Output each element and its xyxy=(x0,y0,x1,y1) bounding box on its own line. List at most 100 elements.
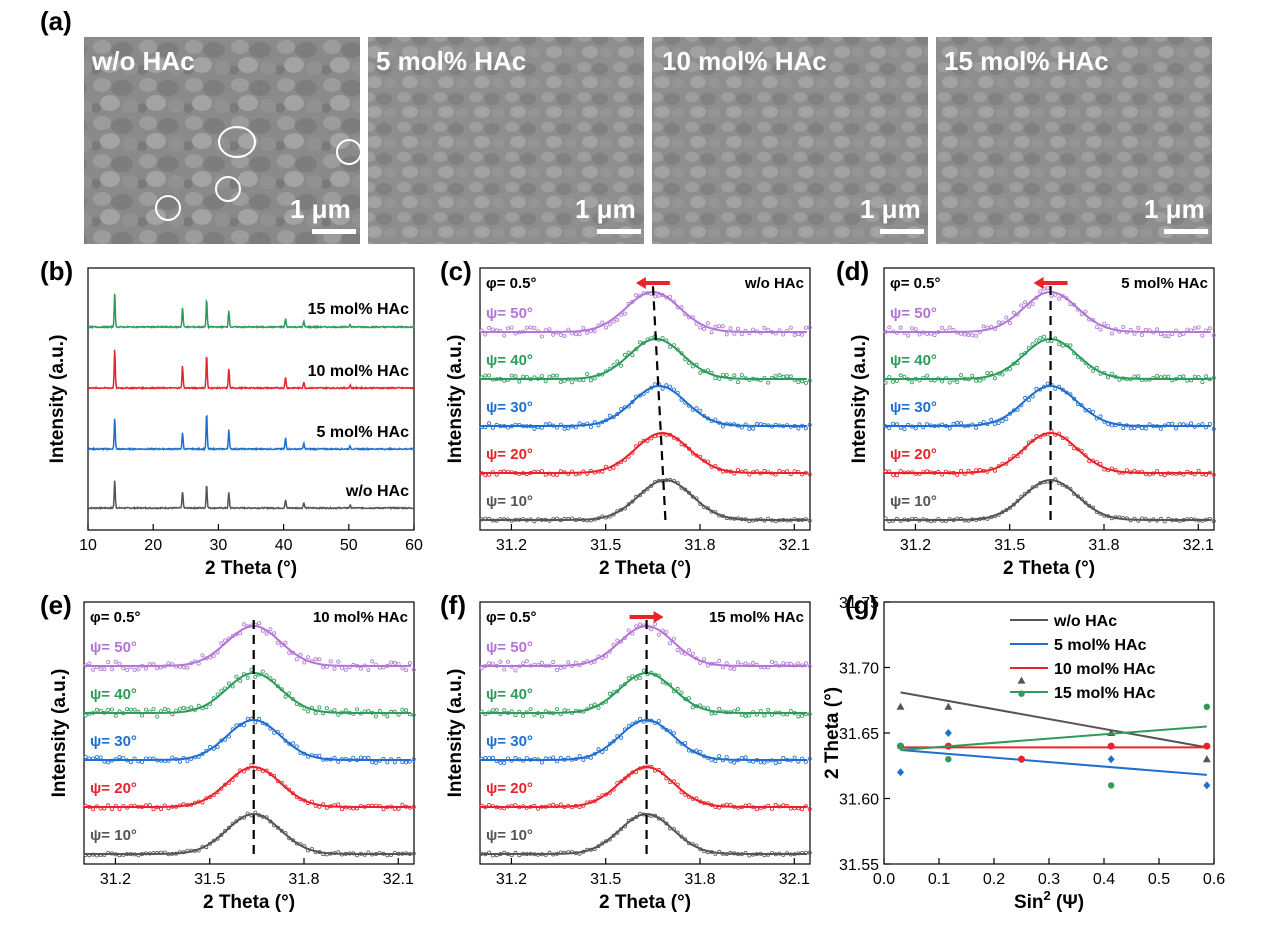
data-point xyxy=(766,516,771,521)
shift-arrow-head xyxy=(653,611,664,623)
data-point xyxy=(505,377,510,382)
data-point xyxy=(204,705,209,710)
data-point xyxy=(1000,461,1005,466)
data-point xyxy=(241,815,246,820)
data-point xyxy=(566,517,571,522)
data-point xyxy=(479,756,484,761)
data-point xyxy=(566,660,571,665)
data-point xyxy=(192,848,197,853)
data-point xyxy=(562,516,567,521)
data-point xyxy=(747,713,752,718)
data-point xyxy=(732,666,737,671)
data-point xyxy=(1207,517,1212,522)
data-point xyxy=(781,661,786,666)
data-point xyxy=(1109,516,1114,521)
data-point xyxy=(373,803,378,808)
data-point xyxy=(928,423,933,428)
data-point xyxy=(668,641,673,646)
data-point xyxy=(517,709,522,714)
data-point xyxy=(611,690,616,695)
data-point xyxy=(158,807,163,812)
data-point xyxy=(615,638,620,643)
data-point xyxy=(196,661,201,666)
data-point xyxy=(1192,374,1197,379)
data-point xyxy=(588,703,593,708)
data-point xyxy=(113,713,118,718)
data-point xyxy=(883,329,888,334)
data-point xyxy=(1102,513,1107,518)
x-tick-label: 32.1 xyxy=(1183,537,1214,554)
data-point xyxy=(358,804,363,809)
data-point xyxy=(1094,416,1099,421)
data-point xyxy=(1019,494,1024,499)
data-point xyxy=(634,624,639,629)
data-point xyxy=(649,483,654,488)
data-point xyxy=(513,422,518,427)
data-point xyxy=(490,327,495,332)
data-point xyxy=(626,818,631,823)
data-point xyxy=(694,843,699,848)
data-point xyxy=(294,701,299,706)
data-point xyxy=(766,423,771,428)
data-point xyxy=(607,514,612,519)
data-point xyxy=(573,332,578,337)
data-point xyxy=(1079,312,1084,317)
data-point xyxy=(788,518,793,523)
data-point xyxy=(547,663,552,668)
data-point xyxy=(245,675,250,680)
data-point xyxy=(128,664,133,669)
data-point xyxy=(1132,331,1137,336)
data-point xyxy=(355,707,360,712)
data-point xyxy=(536,329,541,334)
data-point xyxy=(487,373,492,378)
sem-image-4: 15 mol% HAc 1 μm xyxy=(936,37,1212,244)
data-point xyxy=(279,828,284,833)
data-point xyxy=(600,750,605,755)
data-point xyxy=(294,657,299,662)
data-point xyxy=(1023,491,1028,496)
data-point xyxy=(732,804,737,809)
data-point xyxy=(1094,460,1099,465)
plot-frame xyxy=(883,601,1215,865)
data-point xyxy=(185,803,190,808)
data-point xyxy=(728,326,733,331)
data-point xyxy=(736,707,741,712)
data-point xyxy=(392,806,397,811)
data-point xyxy=(110,667,115,672)
data-point xyxy=(1166,374,1171,379)
data-point xyxy=(204,796,209,801)
data-point xyxy=(132,667,137,672)
data-point xyxy=(1053,386,1058,391)
data-point xyxy=(1200,472,1205,477)
data-point xyxy=(679,741,684,746)
data-point xyxy=(539,714,544,719)
data-point xyxy=(1053,432,1058,437)
data-point xyxy=(524,374,529,379)
data-point xyxy=(336,659,341,664)
x-tick-label: 0.5 xyxy=(1148,871,1170,888)
data-point xyxy=(1147,422,1152,427)
data-point xyxy=(751,376,756,381)
data-point xyxy=(604,325,609,330)
data-point xyxy=(1143,517,1148,522)
data-point xyxy=(562,665,567,670)
data-point xyxy=(773,802,778,807)
data-point xyxy=(781,803,786,808)
data-point xyxy=(260,721,265,726)
data-point xyxy=(517,805,522,810)
data-point xyxy=(1192,517,1197,522)
data-point xyxy=(94,707,99,712)
data-point xyxy=(294,795,299,800)
data-point xyxy=(358,666,363,671)
data-point xyxy=(264,722,269,727)
data-point xyxy=(910,326,915,331)
data-point xyxy=(524,852,529,857)
data-point xyxy=(1147,472,1152,477)
data-point xyxy=(709,330,714,335)
data-point xyxy=(1136,518,1141,523)
data-point xyxy=(766,758,771,763)
data-point xyxy=(660,628,665,633)
data-point xyxy=(1075,355,1080,360)
data-point xyxy=(910,424,915,429)
data-point xyxy=(683,651,688,656)
